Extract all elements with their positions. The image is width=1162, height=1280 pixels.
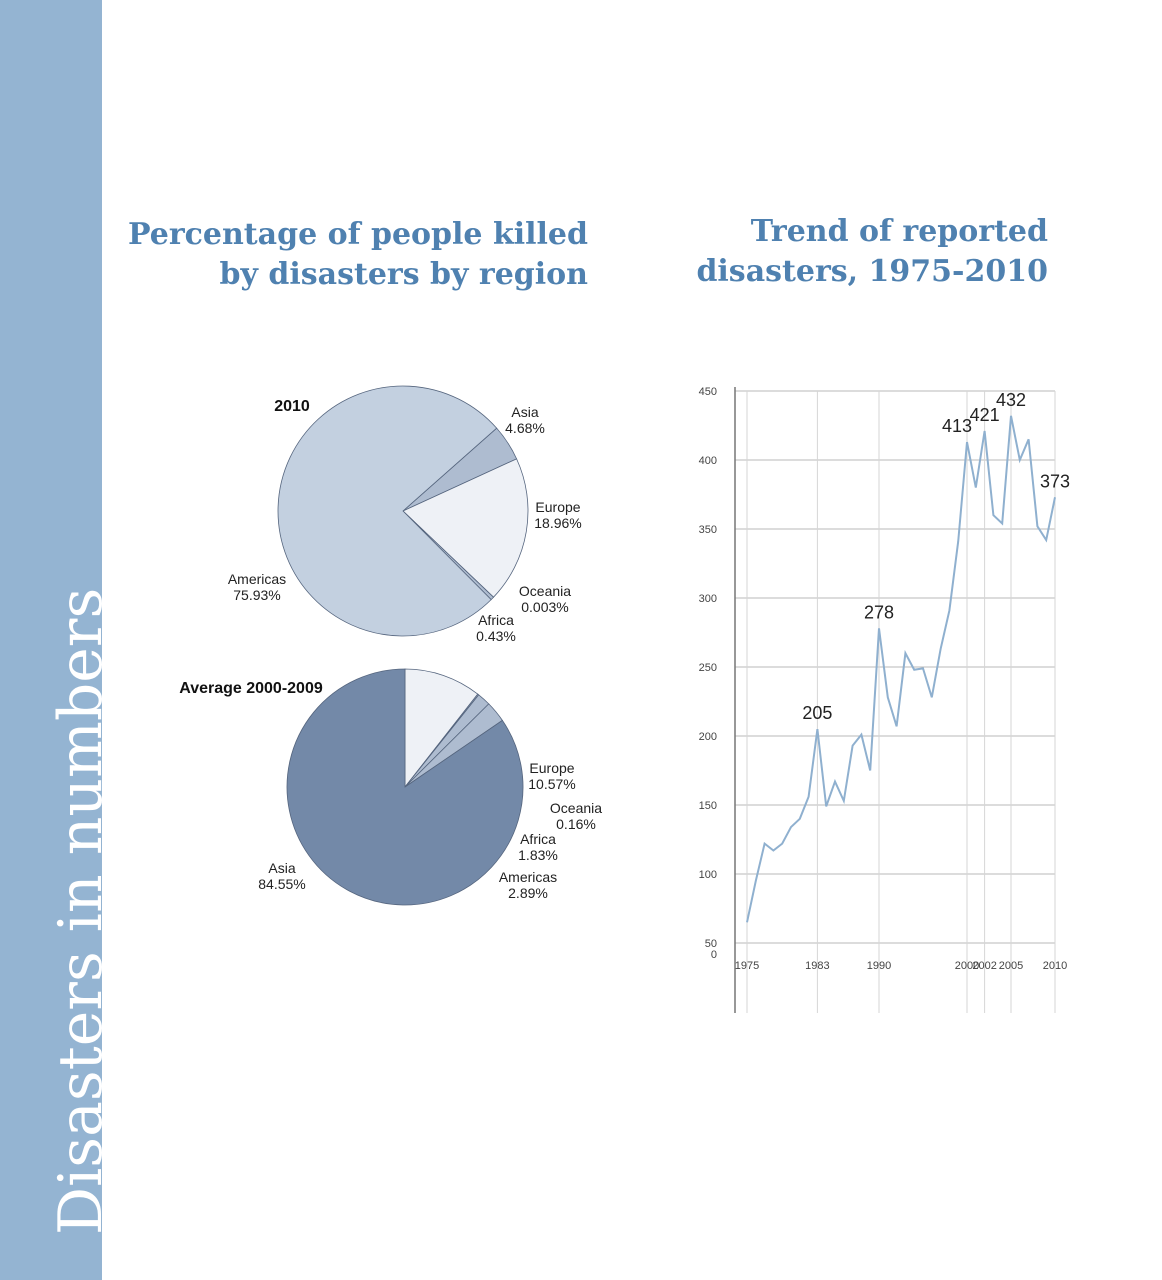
pie-slice-americas [277,385,498,637]
pie-label-asia: Asia [268,860,295,876]
pie-label-oceania: Oceania [550,800,602,816]
pie-label-africa: Africa [520,831,556,847]
series-line-reported-disasters [746,415,1056,923]
pie-label-europe: Europe [535,499,580,515]
pie-label-oceania: Oceania [519,583,571,599]
y-tick-label-350: 350 [699,524,717,536]
y-tick-label-450: 450 [699,386,717,398]
x-tick-label-1983: 1983 [805,960,829,972]
pie-value-label-africa: 1.83% [518,847,558,863]
y-tick-label-150: 150 [699,800,717,812]
line-heading-line-1: Trend of reported [750,214,1048,249]
pie-label-americas: Americas [499,869,557,885]
pie-label-asia: Asia [511,404,538,420]
line-chart-heading: Trend of reported disasters, 1975-2010 [680,212,1048,292]
pie-value-label-americas: 2.89% [508,885,548,901]
pie-value-label-americas: 75.93% [233,587,280,603]
data-label-205: 205 [802,703,832,723]
pie-value-label-europe: 18.96% [534,515,581,531]
y-tick-label-100: 100 [699,869,717,881]
pie-value-label-asia: 4.68% [505,420,545,436]
pie-heading-line-1: Percentage of people killed [128,217,588,252]
pie-value-label-oceania: 0.003% [521,599,568,615]
pie-slice-europe [404,668,479,789]
data-label-373: 373 [1040,471,1070,491]
x-tick-label-1990: 1990 [867,960,891,972]
pie-heading-line-2: by disasters by region [219,257,588,292]
data-label-413: 413 [942,416,972,436]
pie-charts: Asia4.68%Europe18.96%Oceania0.003%Africa… [179,385,602,906]
y-tick-label-0: 0 [711,949,717,961]
y-tick-label-200: 200 [699,731,717,743]
data-label-432: 432 [996,390,1026,410]
x-tick-label-2000: 2000 [955,960,979,972]
pie-value-label-asia: 84.55% [258,876,305,892]
x-tick-label-1975: 1975 [735,960,759,972]
sidebar: Disasters in numbers [0,0,116,1280]
data-label-278: 278 [864,602,894,622]
pie-value-label-africa: 0.43% [476,628,516,644]
pie-label-africa: Africa [478,612,514,628]
x-tick-label-2002: 2002 [972,960,996,972]
y-tick-label-50: 50 [705,938,717,950]
line-chart: 050 100 150 200 250 300 350 400 450 1975 1983 1990 2… [699,386,1070,1013]
pie-slice-asia [286,668,524,906]
x-tick-label-2010: 2010 [1043,960,1067,972]
pie-title: Average 2000-2009 [179,680,323,697]
pie-value-label-europe: 10.57% [528,776,575,792]
pie-chart-heading: Percentage of people killed by disasters… [120,215,588,295]
grid [735,390,1056,1013]
pie-title: 2010 [274,398,310,415]
y-tick-label-300: 300 [699,593,717,605]
y-tick-label-250: 250 [699,662,717,674]
sidebar-title: Disasters in numbers [46,587,116,1235]
y-tick-labels: 050 100 150 200 250 300 350 400 450 [699,386,717,961]
pie-slice-europe [402,458,529,598]
x-tick-label-2005: 2005 [999,960,1023,972]
y-tick-label-400: 400 [699,455,717,467]
pie-label-europe: Europe [529,760,574,776]
pie-label-americas: Americas [228,571,286,587]
pie-value-label-oceania: 0.16% [556,816,596,832]
data-label-421: 421 [970,405,1000,425]
line-heading-line-2: disasters, 1975-2010 [696,254,1048,289]
